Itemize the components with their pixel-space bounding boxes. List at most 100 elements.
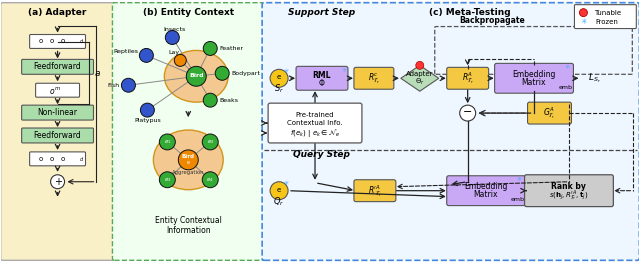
Circle shape — [186, 66, 206, 86]
Text: Frozen: Frozen — [595, 19, 618, 24]
Text: Support Step: Support Step — [289, 8, 356, 17]
Text: Tunable: Tunable — [594, 10, 621, 16]
Text: o   o   o: o o o — [40, 38, 66, 44]
Circle shape — [179, 150, 198, 170]
Circle shape — [270, 182, 288, 200]
Text: $Q_r$: $Q_r$ — [273, 195, 285, 208]
Circle shape — [215, 66, 229, 80]
Text: ✳: ✳ — [565, 65, 570, 70]
FancyBboxPatch shape — [36, 83, 79, 97]
Circle shape — [204, 93, 217, 107]
Circle shape — [202, 172, 218, 188]
Text: Bird: Bird — [189, 73, 204, 78]
Text: o   o   o: o o o — [40, 156, 66, 162]
Text: Reptiles: Reptiles — [113, 49, 138, 54]
Text: $f(e_k)\ |\ e_k\in\mathcal{N}_e$: $f(e_k)\ |\ e_k\in\mathcal{N}_e$ — [290, 127, 340, 139]
Text: $^d$: $^d$ — [79, 156, 84, 162]
Text: Feather: Feather — [220, 46, 243, 51]
Text: Insects: Insects — [163, 27, 186, 32]
FancyBboxPatch shape — [1, 3, 115, 260]
Text: Lay: Lay — [169, 50, 180, 55]
Text: Adapter: Adapter — [406, 71, 433, 77]
Text: +: + — [54, 177, 61, 187]
Text: $\Phi$: $\Phi$ — [318, 77, 326, 88]
Text: ✳: ✳ — [284, 69, 289, 74]
Text: $e_3$: $e_3$ — [164, 176, 171, 184]
Text: Beaks: Beaks — [220, 98, 238, 103]
Text: $e_4$: $e_4$ — [207, 176, 214, 184]
Text: e: e — [277, 74, 281, 80]
FancyBboxPatch shape — [296, 66, 348, 90]
Text: $R^A_{\mathcal{T}_r}$: $R^A_{\mathcal{T}_r}$ — [462, 70, 474, 86]
Text: Backpropagate: Backpropagate — [459, 16, 525, 25]
Circle shape — [140, 48, 154, 62]
Text: Rank by: Rank by — [551, 182, 586, 191]
FancyBboxPatch shape — [527, 102, 572, 124]
FancyBboxPatch shape — [575, 5, 636, 29]
Text: Embedding: Embedding — [512, 70, 556, 79]
Circle shape — [51, 175, 65, 189]
Text: (c) Meta-Testing: (c) Meta-Testing — [429, 8, 511, 17]
Text: ✳: ✳ — [341, 68, 347, 73]
FancyBboxPatch shape — [262, 3, 639, 260]
Circle shape — [460, 105, 476, 121]
FancyBboxPatch shape — [447, 176, 525, 206]
Circle shape — [416, 61, 424, 69]
Text: Entity Contextual: Entity Contextual — [155, 216, 221, 225]
Text: ✳: ✳ — [284, 181, 289, 186]
Text: e: e — [277, 187, 281, 193]
Text: Information: Information — [166, 226, 211, 235]
Text: Bodypart: Bodypart — [231, 71, 260, 76]
Circle shape — [174, 54, 186, 66]
Text: ✳: ✳ — [580, 17, 587, 26]
Text: ●: ● — [581, 10, 586, 15]
Text: Bird: Bird — [182, 154, 195, 159]
FancyBboxPatch shape — [22, 105, 93, 120]
FancyBboxPatch shape — [525, 175, 613, 207]
Text: ✳: ✳ — [517, 177, 522, 182]
Text: Feedforward: Feedforward — [34, 62, 81, 71]
Text: Matrix: Matrix — [522, 78, 546, 87]
Text: $o^m$: $o^m$ — [49, 85, 61, 96]
Text: $R'^A_{\mathcal{T}_r}$: $R'^A_{\mathcal{T}_r}$ — [368, 183, 382, 199]
Text: Non-linear: Non-linear — [38, 108, 77, 117]
Text: Matrix: Matrix — [474, 190, 498, 199]
Text: $L_{S_r}$: $L_{S_r}$ — [588, 72, 601, 85]
Text: Fish: Fish — [108, 83, 120, 88]
Text: Contextual Info.: Contextual Info. — [287, 120, 343, 126]
FancyBboxPatch shape — [354, 180, 396, 202]
Text: Pre-trained: Pre-trained — [296, 112, 334, 118]
Text: Feedforward: Feedforward — [34, 131, 81, 140]
Text: $s(\mathbf{h}_j, R^{\prime A}_{\mathcal{T}_r}, \mathbf{t}_j)$: $s(\mathbf{h}_j, R^{\prime A}_{\mathcal{… — [548, 189, 588, 203]
Circle shape — [202, 134, 218, 150]
Circle shape — [159, 172, 175, 188]
Text: $S_r$: $S_r$ — [274, 83, 284, 95]
Text: $e_1$: $e_1$ — [164, 138, 171, 146]
Ellipse shape — [154, 130, 223, 190]
Text: emb: emb — [511, 197, 525, 202]
FancyBboxPatch shape — [29, 34, 86, 48]
Text: $R^c_{\mathcal{T}_r}$: $R^c_{\mathcal{T}_r}$ — [368, 71, 380, 85]
FancyBboxPatch shape — [354, 67, 394, 89]
FancyBboxPatch shape — [113, 3, 264, 260]
Ellipse shape — [164, 50, 228, 102]
Text: e: e — [187, 160, 190, 165]
FancyBboxPatch shape — [495, 63, 573, 93]
Circle shape — [140, 103, 154, 117]
Text: emb: emb — [559, 85, 572, 90]
Circle shape — [579, 9, 588, 17]
FancyBboxPatch shape — [29, 152, 86, 166]
FancyBboxPatch shape — [447, 67, 488, 89]
Circle shape — [122, 78, 136, 92]
Text: $e_2$: $e_2$ — [207, 138, 214, 146]
Text: $\Theta_r$: $\Theta_r$ — [415, 77, 425, 87]
Circle shape — [204, 42, 217, 55]
Circle shape — [165, 31, 179, 44]
FancyBboxPatch shape — [22, 59, 93, 74]
FancyBboxPatch shape — [268, 103, 362, 143]
Text: (b) Entity Context: (b) Entity Context — [143, 8, 234, 17]
Polygon shape — [401, 65, 439, 91]
Text: $G^A_{\mathcal{T}_r}$: $G^A_{\mathcal{T}_r}$ — [543, 105, 556, 121]
FancyBboxPatch shape — [22, 128, 93, 143]
Circle shape — [270, 69, 288, 87]
